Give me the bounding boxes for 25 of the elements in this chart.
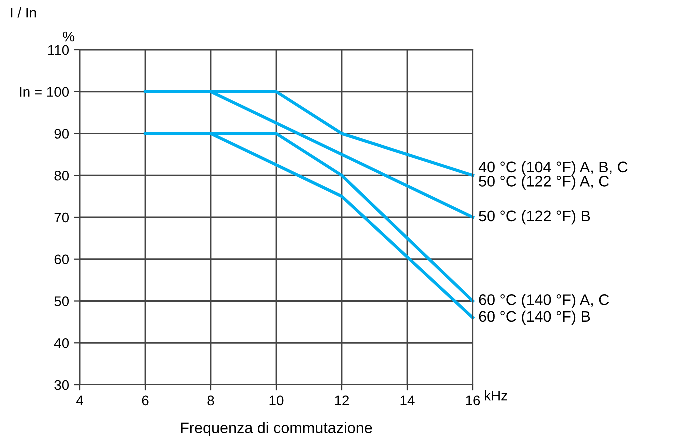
y-axis-title: I / In	[11, 8, 36, 18]
y-tick-label: 40	[54, 338, 70, 348]
series-label: 50 °C (122 °F) B	[479, 210, 590, 225]
x-tick-label: 10	[270, 396, 284, 406]
annotation: 50 °C (122 °F) A, C	[479, 176, 610, 190]
y-tick-label: 80	[54, 170, 70, 181]
y-tick-label: 60	[54, 254, 70, 265]
x-tick-label: 4	[76, 396, 84, 406]
series-label: 60 °C (140 °F) B	[479, 310, 590, 326]
x-tick-label: 8	[208, 396, 214, 406]
x-tick-label: 6	[142, 396, 149, 406]
text: kHz	[485, 390, 508, 401]
x-tick-label: 14	[400, 396, 415, 406]
y-tick-label: 90	[54, 129, 70, 139]
x-axis-title: Frequenza di commutazione	[181, 422, 372, 436]
y-tick-label: 70	[54, 212, 70, 223]
y-tick-label: In = 100	[20, 87, 70, 98]
series-label: 60 °C (140 °F) A, C	[479, 294, 610, 308]
y-tick-label: 50	[54, 296, 70, 306]
series-label: 40 °C (104 °F) A, B, C	[478, 161, 628, 176]
text: %	[63, 32, 75, 42]
y-tick-label: 30	[54, 380, 70, 390]
x-tick-label: 12	[335, 396, 350, 406]
y-tick-label: 110	[48, 45, 70, 56]
x-tick-label: 16	[466, 396, 480, 406]
